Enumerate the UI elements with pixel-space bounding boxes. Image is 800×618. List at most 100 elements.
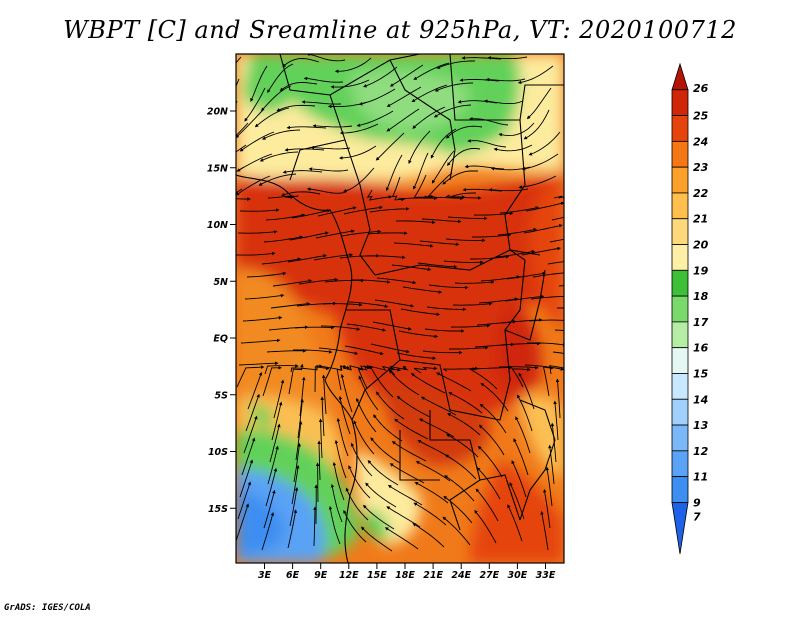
streamline	[238, 361, 279, 366]
streamline	[343, 167, 375, 193]
streamline	[402, 286, 443, 294]
streamline	[413, 174, 429, 200]
colorbar-label: 13	[693, 419, 709, 432]
streamline	[395, 220, 436, 225]
streamline	[236, 251, 276, 256]
streamline	[236, 122, 249, 137]
streamline	[239, 131, 275, 152]
streamline	[396, 395, 431, 418]
streamline	[462, 187, 503, 192]
streamline	[236, 175, 271, 196]
streamline	[289, 487, 299, 527]
streamline	[547, 261, 564, 265]
streamline	[517, 394, 533, 432]
streamline	[261, 129, 301, 140]
streamline	[540, 510, 549, 551]
streamline	[258, 173, 297, 186]
streamline	[242, 316, 283, 322]
colorbar-cell	[671, 140, 689, 168]
streamline	[301, 100, 342, 105]
streamline	[245, 393, 260, 432]
streamline	[236, 109, 264, 139]
streamline	[338, 145, 377, 160]
colorbar-label: 23	[693, 161, 709, 174]
streamline	[532, 272, 564, 278]
streamline	[363, 66, 398, 88]
streamline	[263, 489, 276, 529]
streamline	[523, 109, 550, 140]
streamline	[237, 230, 278, 234]
streamline	[254, 107, 290, 128]
streamline	[315, 229, 355, 239]
streamline	[344, 345, 384, 356]
streamline	[236, 365, 265, 388]
streamline	[454, 280, 495, 284]
streamline	[340, 373, 353, 413]
streamline	[389, 64, 424, 87]
streamline	[384, 527, 419, 550]
streamline	[523, 224, 563, 234]
streamline	[394, 418, 429, 440]
streamline	[239, 208, 280, 212]
streamline	[476, 467, 501, 500]
streamline	[327, 101, 368, 109]
field-east-red	[529, 170, 564, 330]
border-mali	[279, 54, 346, 181]
colorbar-cell	[671, 373, 689, 400]
streamline	[261, 512, 275, 551]
streamline	[515, 416, 531, 454]
border-namibia	[399, 430, 440, 481]
colorbar-cell	[671, 347, 689, 374]
streamline	[356, 397, 377, 433]
colorbar-cell	[671, 115, 689, 142]
lon-label: 24E	[451, 570, 471, 581]
streamline	[236, 56, 242, 64]
lat-label: EQ	[213, 334, 228, 345]
streamline	[558, 285, 564, 287]
colorbar-cell	[671, 321, 689, 349]
streamline	[303, 76, 344, 83]
lat-label: 10S	[208, 447, 228, 458]
streamline	[480, 382, 509, 412]
colorbar-cell	[671, 192, 689, 220]
streamline	[293, 349, 333, 354]
chart-title: WBPT [C] and Sreamline at 925hPa, VT: 20…	[63, 16, 737, 44]
streamline	[555, 378, 561, 419]
streamline	[506, 271, 547, 280]
streamline	[446, 148, 481, 167]
border-zimbabwe	[479, 474, 521, 521]
streamline	[342, 364, 371, 371]
lon-label: 18E	[395, 570, 415, 581]
streamline	[365, 482, 397, 508]
streamline	[427, 172, 453, 199]
streamline	[511, 460, 527, 498]
colorbar-label: 9	[693, 496, 701, 509]
streamline	[497, 227, 538, 236]
streamline	[295, 420, 303, 461]
streamline	[478, 424, 505, 456]
streamline	[291, 209, 331, 219]
streamline	[480, 275, 521, 282]
streamline	[412, 106, 446, 129]
streamline	[334, 439, 347, 479]
streamline	[369, 207, 410, 213]
streamline	[435, 372, 472, 392]
streamline	[299, 376, 306, 417]
streamline	[282, 58, 320, 68]
streamline	[449, 345, 489, 350]
streamline	[421, 218, 462, 224]
lon-label: 12E	[339, 570, 359, 581]
streamline	[483, 99, 524, 105]
streamline	[267, 63, 294, 94]
border-zambia	[429, 410, 481, 531]
colorbar-cell	[671, 476, 689, 503]
colorbar-bottom-arrow	[671, 502, 689, 555]
lat-label: 10N	[207, 220, 228, 231]
streamline	[417, 262, 458, 269]
streamline	[553, 195, 564, 199]
streamline	[467, 139, 507, 148]
streamline	[472, 233, 512, 238]
streamline	[385, 154, 403, 192]
streamline	[263, 235, 304, 243]
field-south-green	[363, 509, 389, 540]
